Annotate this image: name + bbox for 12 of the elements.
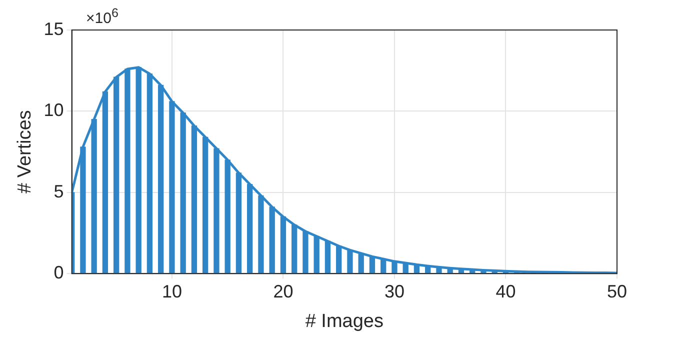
x-tick-label: 10 [162,281,182,302]
text: ×10$^{6}$ [86,5,118,28]
y-tick-label: 15 [44,18,64,39]
y-axis-title: # Vertices [14,110,36,194]
y-tick-label: 0 [54,262,64,283]
x-tick-label: 30 [384,281,404,302]
x-tick-label: 20 [273,281,294,302]
x-axis-title: # Images [305,310,384,332]
x-tick-label: 40 [496,281,516,302]
y-tick-label: 10 [44,100,64,120]
x-tick-label: 50 [606,281,628,302]
y-tick-label: 5 [54,181,64,202]
